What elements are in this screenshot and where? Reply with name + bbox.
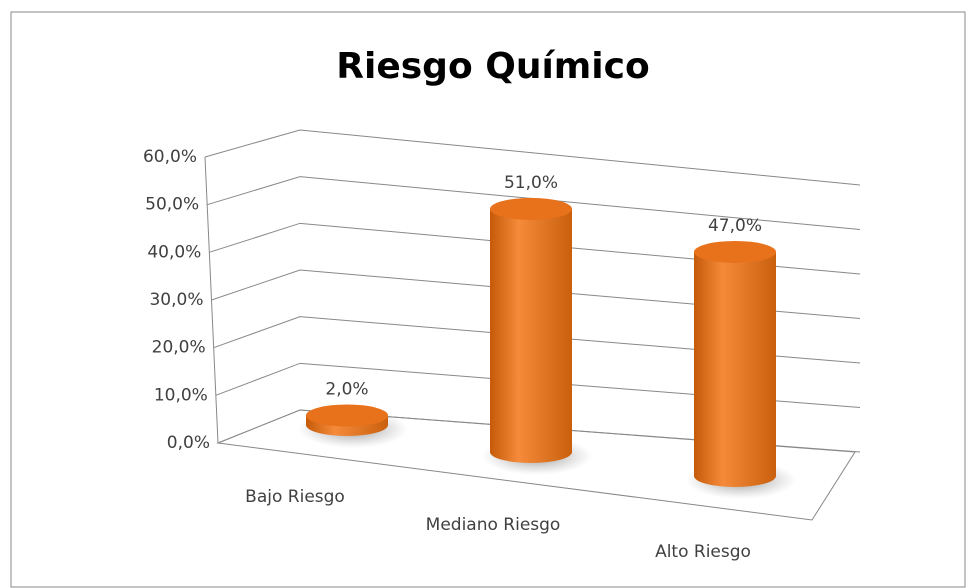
chart-border	[10, 11, 966, 588]
y-tick-label: 30,0%	[149, 290, 203, 310]
x-tick-label: Bajo Riesgo	[245, 487, 345, 507]
grid-line	[213, 316, 861, 364]
x-tick-label: Mediano Riesgo	[426, 515, 561, 535]
value-label: 2,0%	[325, 379, 368, 399]
chart-title: Riesgo Químico	[336, 46, 649, 87]
bar-top	[490, 197, 572, 220]
y-tick-label: 50,0%	[145, 195, 199, 215]
y-tick-label: 60,0%	[143, 147, 197, 167]
y-tick-label: 40,0%	[147, 242, 201, 262]
bar-top	[306, 404, 388, 427]
x-tick-label: Alto Riesgo	[655, 542, 751, 562]
grid-line	[209, 222, 861, 275]
grid-line	[217, 409, 861, 453]
y-tick-label: 0,0%	[167, 433, 210, 453]
grid-line	[207, 176, 861, 230]
y-tick-label: 20,0%	[152, 338, 206, 358]
value-label: 51,0%	[504, 173, 558, 193]
y-tick-label: 10,0%	[154, 385, 208, 405]
bar	[490, 208, 572, 463]
value-label: 47,0%	[708, 216, 762, 236]
grid-line	[211, 269, 861, 319]
grid-line	[204, 129, 861, 186]
grid-line	[215, 362, 861, 408]
y-axis	[204, 156, 219, 444]
bar	[694, 251, 776, 487]
bar-top	[694, 240, 776, 263]
